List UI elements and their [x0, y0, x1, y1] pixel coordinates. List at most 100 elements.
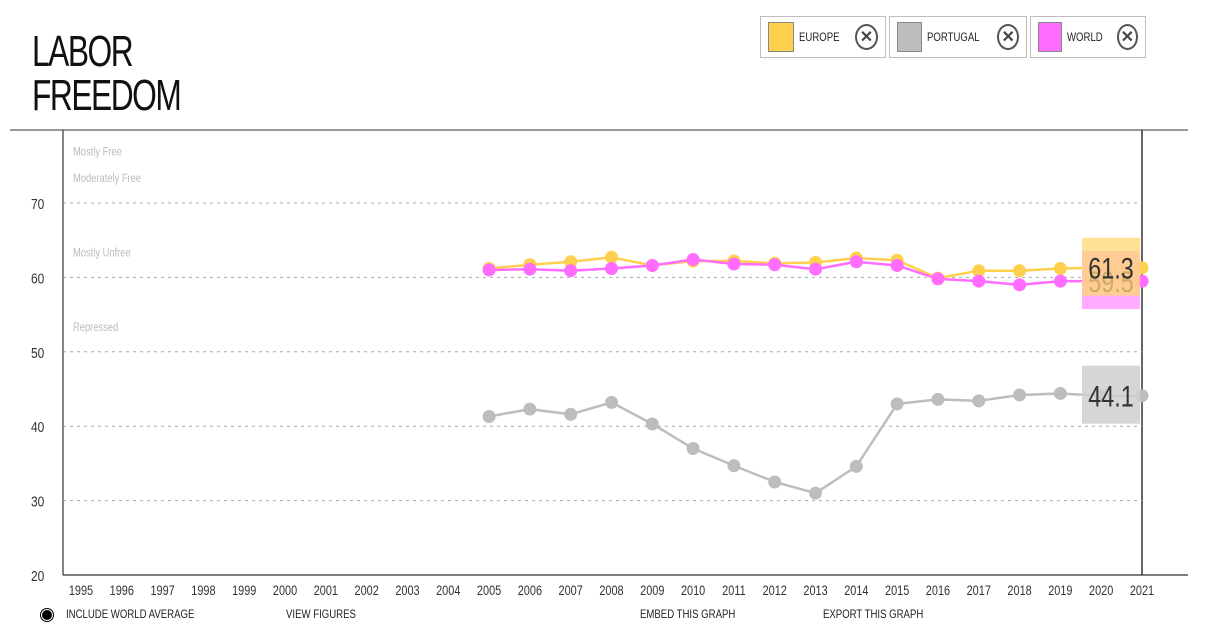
x-tick-label: 2020 — [1089, 583, 1113, 599]
band-label: Mostly Unfree — [73, 246, 131, 259]
y-tick-label: 50 — [31, 345, 45, 362]
world-color-swatch — [1038, 22, 1063, 52]
legend-label-portugal: PORTUGAL — [926, 30, 980, 44]
data-point-europe — [1053, 261, 1067, 275]
data-point-europe — [564, 255, 578, 269]
data-point-world — [564, 264, 578, 278]
legend-item-world[interactable]: WORLD ✕ — [1030, 16, 1146, 58]
data-point-europe — [686, 254, 700, 268]
data-point-europe — [523, 258, 537, 272]
data-point-portugal — [768, 475, 782, 489]
x-tick-label: 2010 — [681, 583, 705, 599]
x-tick-label: 2006 — [518, 583, 542, 599]
x-tick-label: 2001 — [314, 583, 338, 599]
x-tick-label: 2005 — [477, 583, 501, 599]
export-graph-link[interactable]: EXPORT THIS GRAPH — [823, 607, 924, 621]
data-point-world — [605, 261, 618, 275]
x-tick-label: 2007 — [559, 583, 583, 599]
title-line-2: FREEDOM — [32, 71, 182, 120]
data-point-portugal — [645, 417, 659, 431]
data-point-europe — [605, 250, 618, 264]
data-point-portugal — [931, 392, 945, 406]
data-point-portugal — [605, 395, 618, 409]
x-tick-label: 1995 — [69, 583, 93, 599]
x-tick-label: 1998 — [191, 583, 215, 599]
include-world-average-label: INCLUDE WORLD AVERAGE — [66, 607, 195, 621]
x-tick-label: 2015 — [885, 583, 909, 599]
include-world-average-radio[interactable] — [40, 608, 54, 622]
data-point-europe — [727, 254, 741, 268]
data-point-world — [645, 258, 659, 272]
data-point-portugal — [1094, 389, 1108, 403]
data-point-world — [849, 255, 863, 269]
data-point-europe — [768, 256, 782, 270]
legend-item-portugal[interactable]: PORTUGAL ✕ — [889, 16, 1027, 58]
x-tick-label: 2009 — [640, 583, 664, 599]
value-label-text: 61.3 — [1088, 252, 1134, 285]
band-label: Mostly Free — [73, 146, 122, 159]
x-tick-label: 2011 — [722, 583, 745, 599]
data-point-portugal — [1053, 386, 1067, 400]
data-point-portugal — [482, 410, 496, 424]
legend-item-europe[interactable]: EUROPE ✕ — [760, 16, 886, 58]
data-point-portugal — [727, 459, 741, 473]
value-label-box — [1082, 237, 1140, 296]
series-line-world — [489, 258, 1142, 287]
data-point-europe — [645, 258, 659, 272]
y-tick-label: 40 — [31, 419, 45, 436]
x-tick-label: 1997 — [150, 583, 174, 599]
value-label-text: 44.1 — [1088, 380, 1134, 413]
page-title: LABOR FREEDOM — [32, 27, 182, 120]
include-world-average-toggle[interactable]: INCLUDE WORLD AVERAGE — [66, 607, 226, 621]
x-tick-label: 2002 — [355, 583, 379, 599]
data-point-europe — [931, 271, 945, 285]
data-point-portugal — [523, 402, 537, 416]
x-tick-label: 2019 — [1048, 583, 1072, 599]
embed-graph-link[interactable]: EMBED THIS GRAPH — [640, 607, 736, 621]
data-point-europe — [482, 261, 496, 275]
data-point-world — [523, 262, 537, 276]
series-line-portugal — [488, 392, 1142, 495]
data-point-world — [890, 258, 904, 272]
x-tick-label: 2003 — [395, 583, 419, 599]
data-point-portugal — [1135, 389, 1149, 403]
data-point-world — [1094, 274, 1108, 288]
data-point-world — [1135, 274, 1149, 288]
data-point-world — [809, 262, 823, 276]
data-point-world — [1053, 274, 1067, 288]
x-tick-label: 2004 — [436, 583, 460, 599]
x-tick-label: 2013 — [803, 583, 827, 599]
data-point-portugal — [686, 442, 700, 456]
data-point-portugal — [890, 397, 904, 411]
x-tick-label: 2014 — [844, 583, 868, 599]
data-point-portugal — [849, 459, 863, 473]
data-point-portugal — [972, 394, 986, 408]
legend-label-world: WORLD — [1067, 30, 1103, 44]
data-point-world — [972, 274, 986, 288]
close-icon[interactable]: ✕ — [997, 24, 1019, 50]
data-point-world — [686, 253, 700, 267]
value-label-box — [1082, 251, 1140, 310]
close-icon[interactable]: ✕ — [1116, 24, 1138, 50]
data-point-portugal — [1013, 388, 1027, 402]
close-icon[interactable]: ✕ — [854, 24, 878, 50]
x-tick-label: 2016 — [926, 583, 950, 599]
view-figures-link[interactable]: VIEW FIGURES — [286, 607, 356, 621]
data-point-europe — [972, 264, 986, 278]
data-point-world — [482, 263, 496, 277]
x-tick-label: 2018 — [1007, 583, 1031, 599]
data-point-world — [931, 272, 945, 286]
x-tick-label: 2017 — [967, 583, 991, 599]
title-line-1: LABOR — [32, 27, 134, 76]
value-label-box — [1082, 365, 1140, 424]
data-point-world — [768, 258, 782, 272]
x-tick-label: 2000 — [273, 583, 297, 599]
legend-label-europe: EUROPE — [799, 30, 840, 44]
band-label: Moderately Free — [73, 172, 141, 185]
x-tick-label: 2012 — [763, 583, 787, 599]
x-tick-label: 1996 — [110, 583, 134, 599]
x-tick-label: 2008 — [599, 583, 623, 599]
y-tick-label: 70 — [31, 196, 45, 213]
data-point-world — [727, 257, 741, 271]
